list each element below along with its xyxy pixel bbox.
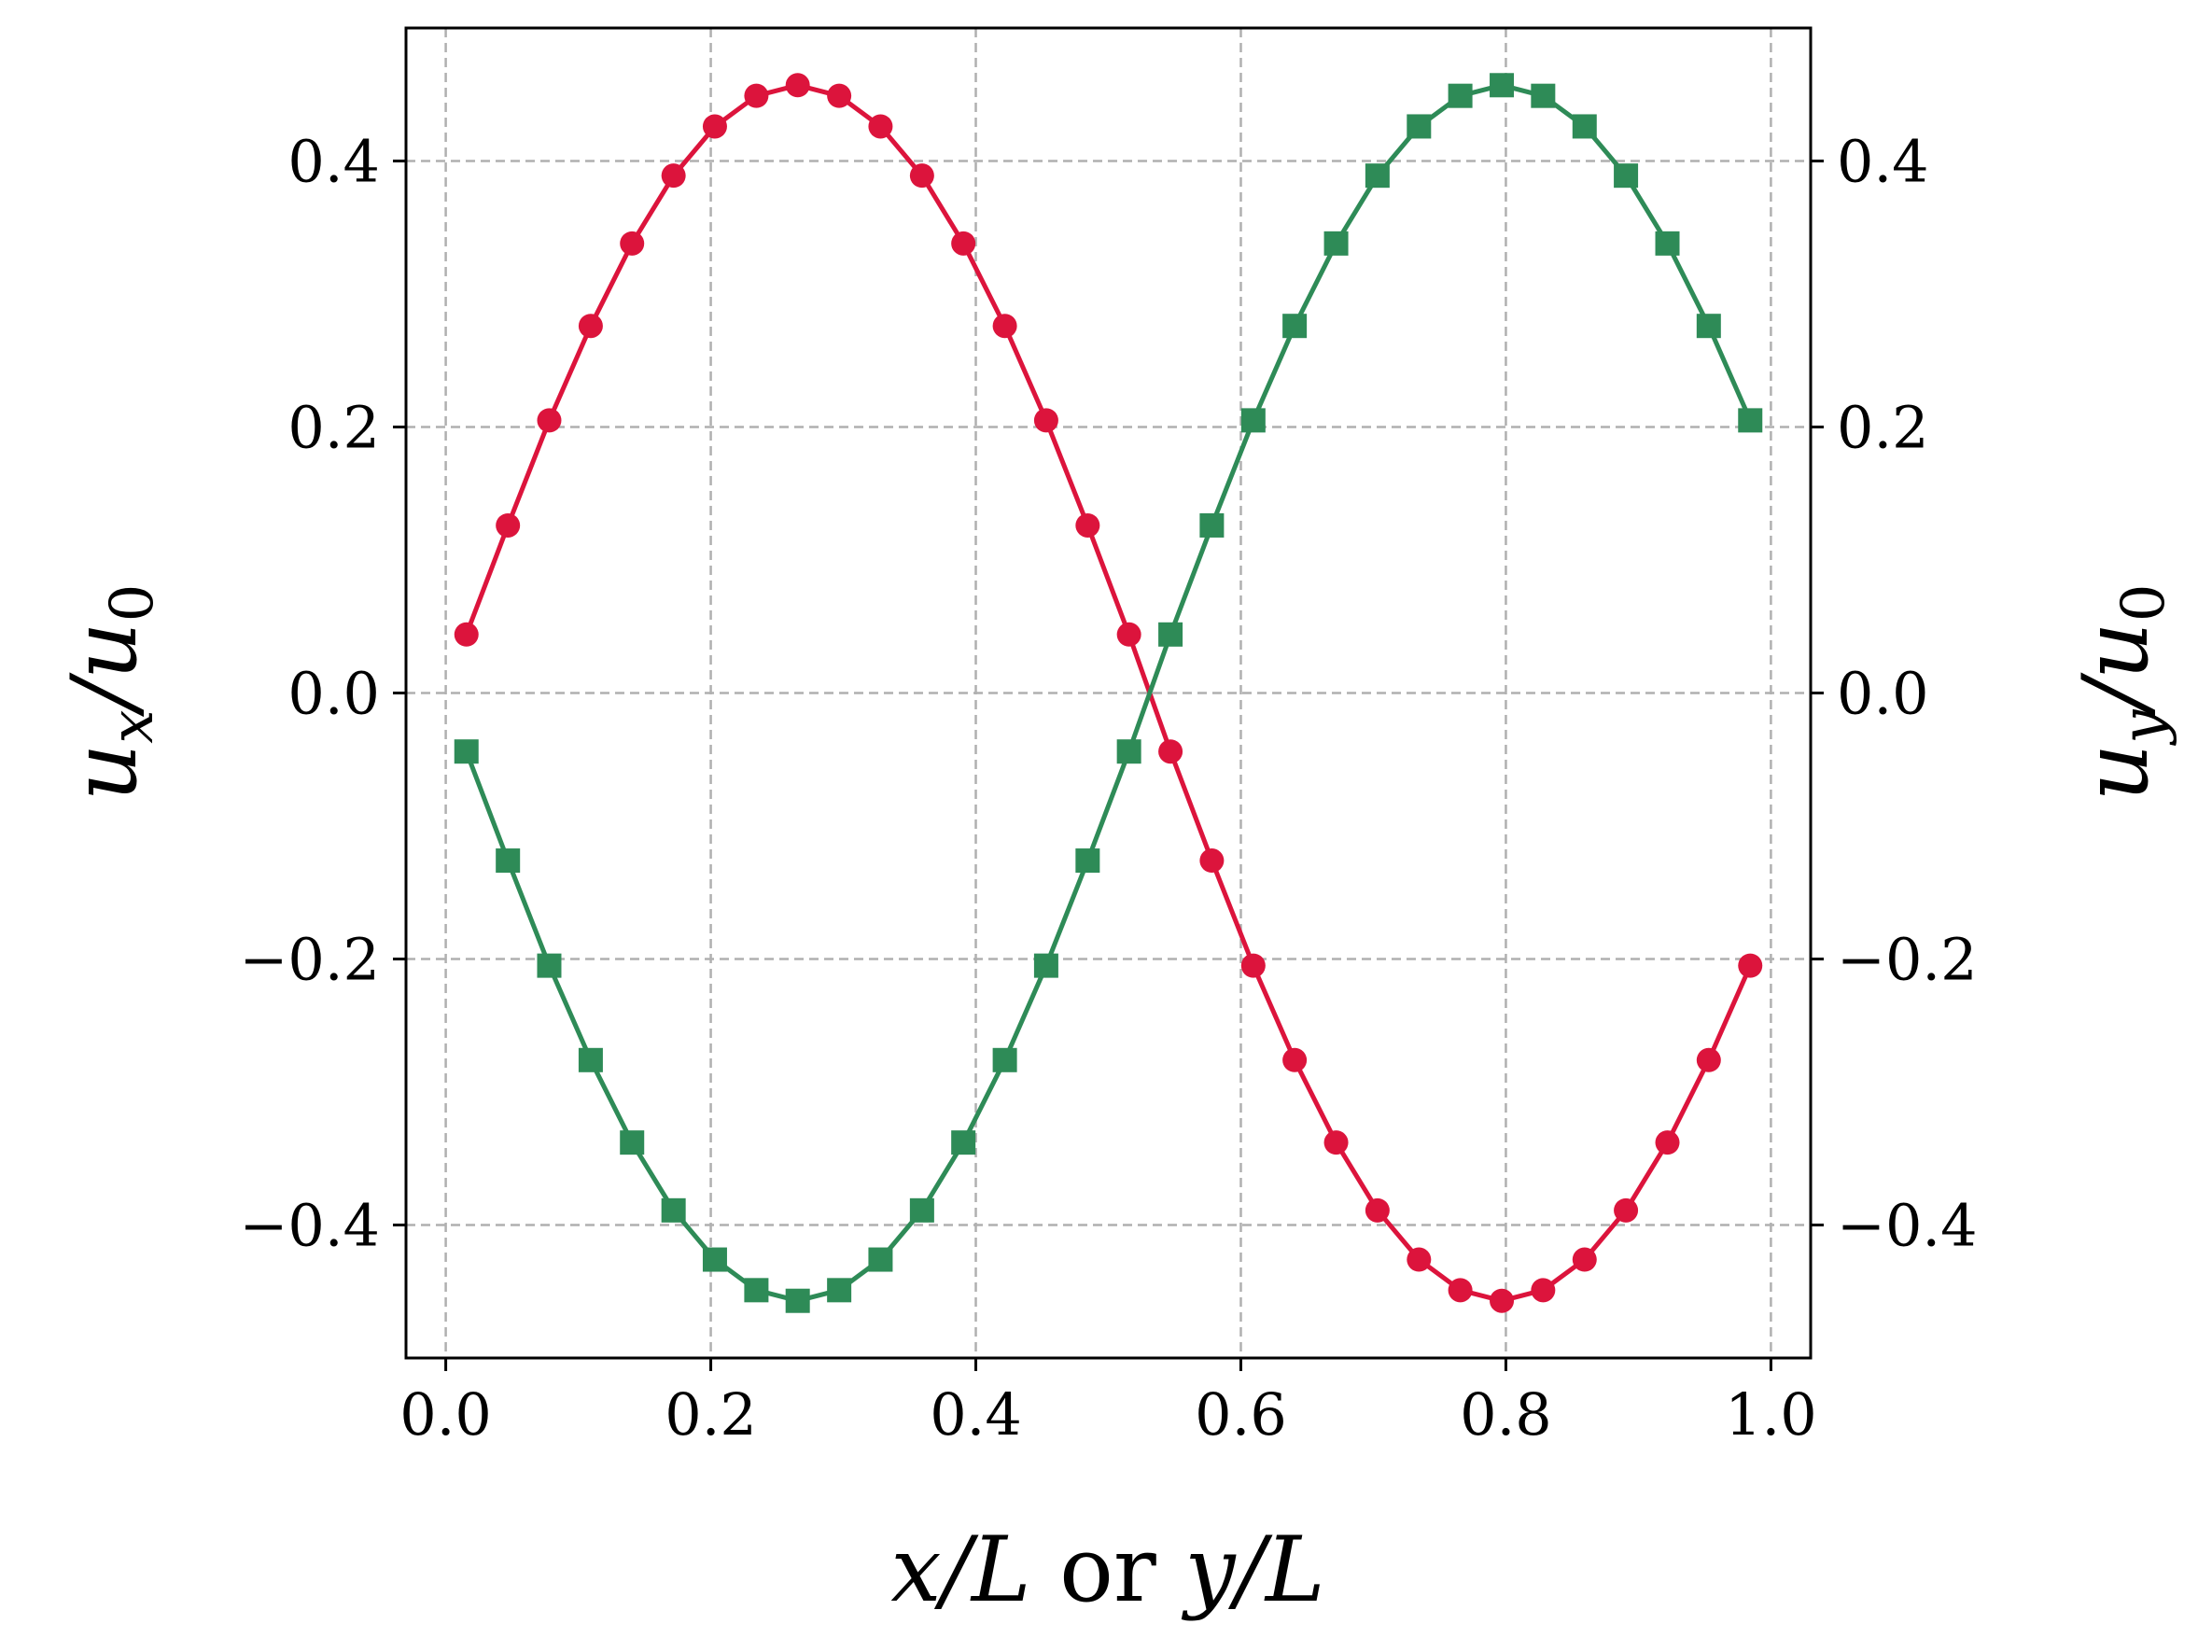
series-layer bbox=[454, 73, 1763, 1313]
series-2-point bbox=[1075, 848, 1100, 874]
series-1-point bbox=[868, 114, 893, 139]
x-tick-label: 0.4 bbox=[930, 1380, 1022, 1449]
series-1-point bbox=[1323, 1130, 1349, 1155]
series-1-point bbox=[1614, 1197, 1639, 1223]
series-1-point bbox=[909, 163, 934, 189]
series-1-point bbox=[661, 163, 686, 189]
series-2-point bbox=[1572, 114, 1597, 139]
series-1-point bbox=[537, 408, 562, 433]
series-2-point bbox=[1531, 83, 1556, 108]
series-1-point bbox=[785, 73, 810, 98]
series-2-point bbox=[1407, 114, 1432, 139]
series-2-point bbox=[578, 1047, 603, 1072]
series-2-point bbox=[1696, 314, 1721, 339]
series-1-point bbox=[951, 231, 976, 256]
series-2-point bbox=[454, 739, 479, 764]
series-2-point bbox=[1738, 408, 1763, 433]
series-2-point bbox=[868, 1247, 893, 1272]
x-tick-label: 0.0 bbox=[399, 1380, 492, 1449]
x-tick-label: 1.0 bbox=[1725, 1380, 1817, 1449]
series-1-point bbox=[1448, 1278, 1473, 1303]
series-1-point bbox=[1407, 1247, 1432, 1272]
series-2-point bbox=[702, 1247, 727, 1272]
series-1-point bbox=[1282, 1047, 1308, 1072]
series-1-point bbox=[1033, 408, 1058, 433]
series-2-point bbox=[1614, 163, 1639, 189]
grid bbox=[406, 28, 1811, 1358]
series-1-point bbox=[1240, 953, 1266, 978]
series-2-point bbox=[744, 1278, 769, 1303]
y-axis-label-left: ux/u0 bbox=[52, 584, 167, 802]
series-2-point bbox=[909, 1197, 934, 1223]
series-1-point bbox=[744, 83, 769, 108]
y-tick-label-left: 0.4 bbox=[287, 128, 380, 196]
y-tick-label-right: 0.2 bbox=[1837, 394, 1929, 462]
x-axis-label: x/L or y/L bbox=[890, 1518, 1324, 1622]
series-2-point bbox=[1282, 314, 1308, 339]
series-1-point bbox=[1738, 953, 1763, 978]
series-2-point bbox=[1158, 622, 1183, 647]
series-2-point bbox=[661, 1197, 686, 1223]
series-1-point bbox=[454, 622, 479, 647]
y-tick-label-right: −0.4 bbox=[1837, 1192, 1978, 1260]
series-2-point bbox=[1033, 953, 1058, 978]
series-2-point bbox=[1655, 231, 1680, 256]
series-2-point bbox=[496, 848, 521, 874]
series-2-point bbox=[827, 1278, 852, 1303]
series-1-point bbox=[1158, 739, 1183, 764]
series-1-point bbox=[620, 231, 645, 256]
series-1-point bbox=[1490, 1288, 1515, 1313]
y-tick-label-right: −0.2 bbox=[1837, 926, 1978, 994]
y-tick-label-left: −0.2 bbox=[239, 926, 380, 994]
y-tick-label-right: 0.0 bbox=[1837, 660, 1929, 728]
series-1-point bbox=[578, 314, 603, 339]
series-1-point bbox=[1075, 512, 1100, 538]
series-1-point bbox=[1531, 1278, 1556, 1303]
series-1-point bbox=[1116, 622, 1141, 647]
series-2-point bbox=[1199, 512, 1225, 538]
series-1-point bbox=[1365, 1197, 1390, 1223]
series-2-point bbox=[1365, 163, 1390, 189]
y-tick-label-left: 0.2 bbox=[287, 394, 380, 462]
series-2-point bbox=[1490, 73, 1515, 98]
series-1-point bbox=[1572, 1247, 1597, 1272]
y-tick-label-left: −0.4 bbox=[239, 1192, 380, 1260]
series-1-point bbox=[702, 114, 727, 139]
x-tick-label: 0.6 bbox=[1195, 1380, 1287, 1449]
series-1-point bbox=[1655, 1130, 1680, 1155]
series-2-point bbox=[1323, 231, 1349, 256]
series-1-point bbox=[496, 512, 521, 538]
y-tick-label-right: 0.4 bbox=[1837, 128, 1929, 196]
series-1-point bbox=[827, 83, 852, 108]
series-1-point bbox=[992, 314, 1017, 339]
series-2-point bbox=[1448, 83, 1473, 108]
series-1-point bbox=[1696, 1047, 1721, 1072]
series-2-point bbox=[951, 1130, 976, 1155]
series-2-point bbox=[1116, 739, 1141, 764]
ticks-layer: 0.0 0.2 0.4 0.6 0.8 1.0 −0.4 −0.4 −0.2 −0.2 0.0 0.0… bbox=[239, 128, 1977, 1449]
y-tick-label-left: 0.0 bbox=[287, 660, 380, 728]
x-tick-label: 0.2 bbox=[665, 1380, 757, 1449]
series-1-point bbox=[1199, 848, 1225, 874]
series-2-point bbox=[992, 1047, 1017, 1072]
x-tick-label: 0.8 bbox=[1460, 1380, 1552, 1449]
series-2-point bbox=[785, 1288, 810, 1313]
series-2-point bbox=[1240, 408, 1266, 433]
y-axis-label-right: uy/u0 bbox=[2064, 584, 2178, 802]
series-2-point bbox=[620, 1130, 645, 1155]
series-2-point bbox=[537, 953, 562, 978]
